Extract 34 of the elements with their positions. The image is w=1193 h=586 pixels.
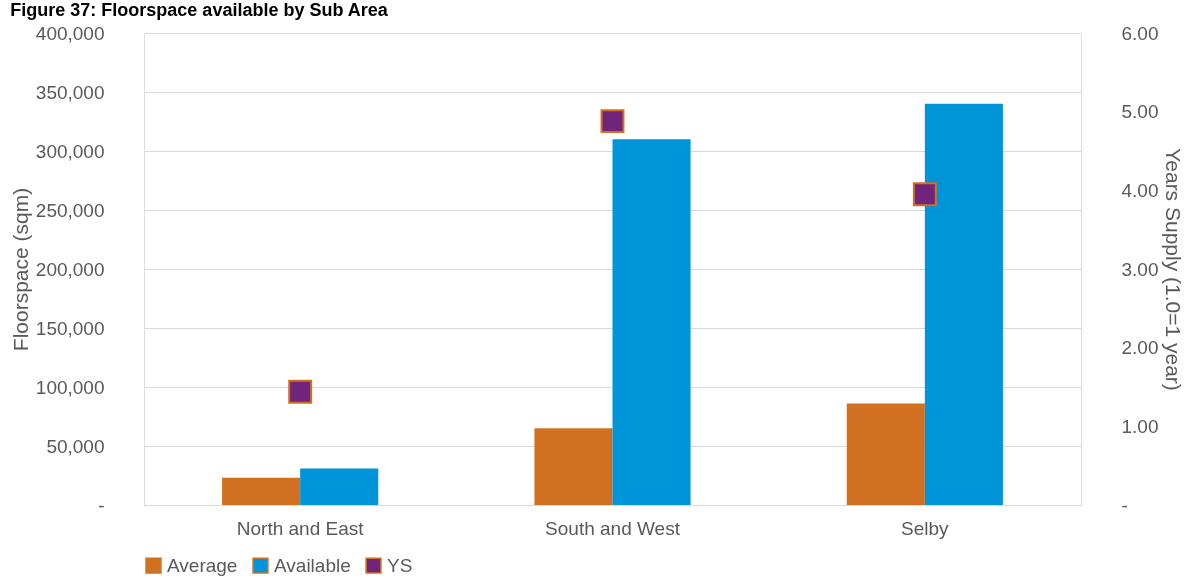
y2-axis-title: Years Supply (1.0=1 year)	[1162, 148, 1186, 391]
y2-tick-label: 4.00	[1121, 179, 1159, 201]
x-tick-label: North and East	[236, 517, 365, 539]
point	[288, 379, 313, 404]
y2-tick-label: 5.00	[1121, 101, 1159, 123]
point	[600, 109, 625, 134]
y-tick-label: -	[98, 494, 105, 516]
bar	[846, 403, 925, 505]
y-tick-label: 300,000	[35, 140, 105, 162]
bar	[924, 103, 1003, 505]
y-tick-label: 100,000	[35, 376, 105, 398]
y-tick-label: 350,000	[35, 81, 105, 103]
bar	[300, 468, 379, 505]
legend-label: Average	[167, 554, 238, 576]
chart-title: Figure 37: Floorspace available by Sub Area	[10, 0, 389, 20]
y2-tick-label: 2.00	[1121, 337, 1159, 359]
y2-tick-label: 6.00	[1121, 22, 1159, 44]
point	[912, 182, 937, 207]
y-tick-label: 150,000	[35, 317, 105, 339]
y-tick-label: 400,000	[35, 22, 105, 44]
y2-tick-label: 3.00	[1121, 258, 1159, 280]
x-tick-label: Selby	[901, 517, 950, 539]
y-tick-label: 200,000	[35, 258, 105, 280]
y-axis-title: Floorspace (sqm)	[8, 187, 32, 352]
bar	[612, 139, 691, 505]
legend-label: Available	[274, 554, 351, 576]
y2-tick-label: -	[1121, 494, 1128, 516]
x-tick-label: South and West	[545, 517, 681, 539]
bar	[534, 428, 613, 505]
y-tick-label: 50,000	[46, 435, 105, 457]
y2-tick-label: 1.00	[1121, 415, 1159, 437]
legend-label: YS	[387, 554, 413, 576]
y-tick-label: 250,000	[35, 199, 105, 221]
bar	[222, 477, 301, 505]
